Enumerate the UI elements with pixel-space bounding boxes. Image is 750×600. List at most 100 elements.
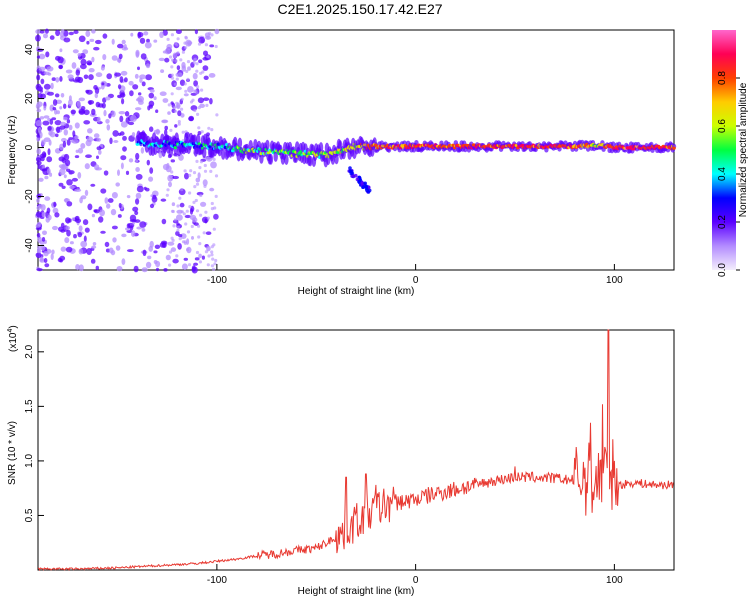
noise-blob — [203, 75, 209, 81]
noise-blob — [186, 77, 190, 81]
noise-blob — [41, 212, 46, 218]
noise-blob — [178, 196, 182, 200]
y-tick-label: 0.5 — [24, 508, 35, 522]
noise-blob — [194, 198, 198, 203]
noise-blob — [59, 259, 63, 263]
noise-blob — [149, 89, 155, 93]
noise-blob — [168, 263, 172, 267]
noise-blob — [37, 244, 43, 251]
noise-blob — [170, 76, 175, 80]
colorbar-ticks: 0.0 0.2 0.4 0.6 0.8 — [717, 71, 740, 277]
noise-blob — [49, 172, 53, 177]
noise-blob — [202, 65, 209, 71]
noise-blob — [74, 122, 80, 129]
noise-blob — [37, 221, 42, 227]
noise-blob — [74, 135, 79, 140]
noise-blob — [207, 126, 211, 130]
noise-blob — [36, 268, 43, 272]
noise-blob — [138, 92, 142, 96]
noise-blob — [93, 85, 98, 90]
noise-blob — [87, 62, 92, 66]
noise-blob — [141, 228, 146, 232]
noise-blob — [69, 241, 74, 245]
colorbar-tick-label: 0.6 — [717, 119, 728, 133]
noise-blob — [168, 250, 173, 254]
noise-blob — [43, 137, 51, 142]
noise-blob — [110, 250, 116, 256]
noise-blob — [66, 119, 71, 124]
noise-blob — [135, 173, 143, 180]
y-tick-label: 20 — [24, 93, 35, 105]
noise-blob — [54, 120, 62, 126]
noise-blob — [208, 73, 216, 78]
snr-scale-exp: 4 — [7, 329, 14, 333]
noise-blob — [36, 148, 41, 155]
noise-blob — [114, 72, 122, 77]
noise-blob — [60, 121, 67, 126]
y-tick-label: 2.0 — [24, 344, 35, 358]
noise-blob — [164, 125, 168, 131]
noise-blob — [164, 129, 168, 136]
noise-blob — [60, 93, 65, 98]
noise-blob — [68, 137, 74, 141]
noise-blob — [209, 98, 213, 105]
noise-blob — [37, 126, 42, 134]
noise-blob — [180, 210, 184, 214]
noise-blob — [204, 218, 208, 224]
noise-blob — [197, 235, 201, 239]
noise-blob — [180, 188, 184, 192]
noise-blob — [203, 184, 207, 188]
noise-blob — [66, 229, 71, 237]
noise-blob — [96, 137, 101, 142]
noise-blob — [54, 93, 60, 98]
noise-blob — [99, 209, 105, 217]
noise-blob — [46, 168, 51, 174]
noise-blob — [135, 107, 142, 111]
noise-blob — [75, 69, 81, 76]
noise-blob — [166, 37, 170, 42]
noise-blob — [197, 106, 201, 110]
spectrogram-panel: -100 0 100 -40 -20 0 20 40 Height of straight l… — [7, 28, 677, 297]
noise-blob — [162, 98, 169, 103]
noise-blob — [196, 85, 200, 89]
noise-blob — [148, 100, 155, 107]
noise-blob — [199, 213, 203, 217]
noise-blob — [86, 40, 90, 45]
noise-blob — [171, 209, 175, 214]
noise-blob — [63, 174, 67, 179]
noise-blob — [192, 171, 197, 175]
noise-blob — [205, 231, 212, 235]
noise-blob — [130, 115, 137, 122]
noise-blob — [181, 263, 188, 271]
noise-blob — [210, 128, 214, 132]
noise-blob — [118, 111, 126, 115]
noise-blob — [126, 230, 133, 233]
noise-blob — [166, 43, 173, 51]
noise-blob — [107, 198, 114, 203]
noise-blob — [135, 192, 142, 199]
noise-blob — [184, 172, 189, 180]
ridge-core — [672, 146, 676, 150]
noise-blob — [112, 237, 117, 243]
noise-blob — [204, 43, 208, 47]
noise-blob — [214, 44, 218, 49]
noise-blob — [203, 169, 208, 173]
noise-blob — [213, 213, 219, 220]
noise-blob — [41, 244, 46, 252]
colorbar-label: Normalized spectral amplitude — [738, 82, 749, 217]
noise-blob — [130, 32, 134, 37]
y-tick-label: -20 — [24, 189, 35, 204]
noise-blob — [46, 66, 54, 72]
noise-blob — [184, 36, 188, 40]
noise-blob — [36, 250, 42, 254]
noise-blob — [115, 245, 121, 251]
noise-blob — [61, 137, 67, 143]
noise-blob — [68, 124, 73, 131]
noise-blob — [43, 115, 50, 119]
noise-blob — [64, 237, 70, 244]
noise-blob — [92, 242, 97, 246]
noise-blob — [62, 103, 67, 109]
noise-blob — [129, 219, 137, 223]
noise-blob — [37, 164, 41, 169]
noise-blob — [198, 260, 202, 264]
